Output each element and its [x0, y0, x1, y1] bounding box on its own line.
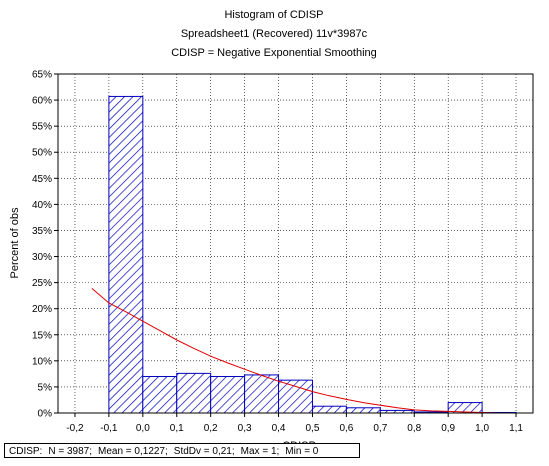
- chart-title-line-2: Spreadsheet1 (Recovered) 11v*3987c: [181, 28, 368, 40]
- bar-layer: [108, 95, 517, 414]
- y-axis-label: Percent of obs: [9, 207, 21, 278]
- axis-layer: 0% 5% 10% 15% 20% 25% 30% 35% 40% 45% 50% 55% 60% 65%…: [32, 70, 534, 434]
- x-tick-label: 0,6: [339, 423, 353, 434]
- x-tick-label: 0,7: [373, 423, 387, 434]
- y-tick-label: 40%: [32, 200, 52, 211]
- x-tick-label: 0,0: [136, 423, 150, 434]
- x-tick-label: 0,4: [272, 423, 286, 434]
- x-tick-label: 1,0: [475, 423, 489, 434]
- histogram-bar: [244, 374, 280, 414]
- y-tick-label: 45%: [32, 174, 52, 185]
- stats-stddev: StdDv = 0,21;: [173, 446, 235, 457]
- histogram-bar: [142, 375, 178, 414]
- x-tick-label: -0,1: [100, 423, 118, 434]
- stats-variable: CDISP:: [9, 446, 43, 457]
- histogram-bar: [176, 372, 212, 414]
- y-tick-label: 25%: [32, 278, 52, 289]
- plot-frame: [57, 73, 534, 414]
- y-tick-label: 0%: [38, 409, 53, 420]
- stats-summary-box: CDISP: N = 3987; Mean = 0,1227; StdDv = 0,2…: [4, 443, 360, 458]
- stats-min: Min = 0: [285, 446, 319, 457]
- stats-n: N = 3987;: [48, 446, 92, 457]
- x-tick-label: -0,2: [66, 423, 84, 434]
- y-tick-label: 5%: [38, 382, 53, 393]
- chart-title-line-3: CDISP = Negative Exponential Smoothing: [171, 47, 377, 59]
- x-tick-label: 0,5: [306, 423, 320, 434]
- chart-title-line-1: Histogram of CDISP: [224, 9, 323, 21]
- histogram-bar: [278, 379, 313, 414]
- x-tick-label: 0,1: [170, 423, 184, 434]
- stats-mean: Mean = 0,1227;: [98, 446, 168, 457]
- y-tick-label: 30%: [32, 252, 52, 263]
- histogram-bar: [210, 375, 246, 414]
- x-tick-label: 0,8: [407, 423, 421, 434]
- fit-curve-layer: [91, 288, 500, 414]
- histogram-bar: [345, 407, 381, 414]
- y-tick-label: 60%: [32, 96, 52, 107]
- exponential-fit-curve: [91, 288, 500, 414]
- y-tick-label: 65%: [32, 70, 52, 81]
- x-tick-label: 1,1: [509, 423, 523, 434]
- histogram-bar: [108, 95, 144, 414]
- y-tick-label: 35%: [32, 226, 52, 237]
- y-tick-label: 10%: [32, 356, 52, 367]
- x-tick-label: 0,3: [238, 423, 252, 434]
- y-tick-label: 55%: [32, 122, 52, 133]
- y-tick-label: 50%: [32, 148, 52, 159]
- x-tick-label: 0,9: [441, 423, 455, 434]
- stats-max: Max = 1;: [240, 446, 280, 457]
- x-tick-label: 0,2: [204, 423, 218, 434]
- y-tick-label: 15%: [32, 330, 52, 341]
- y-tick-label: 20%: [32, 304, 52, 315]
- histogram-bar: [311, 405, 347, 414]
